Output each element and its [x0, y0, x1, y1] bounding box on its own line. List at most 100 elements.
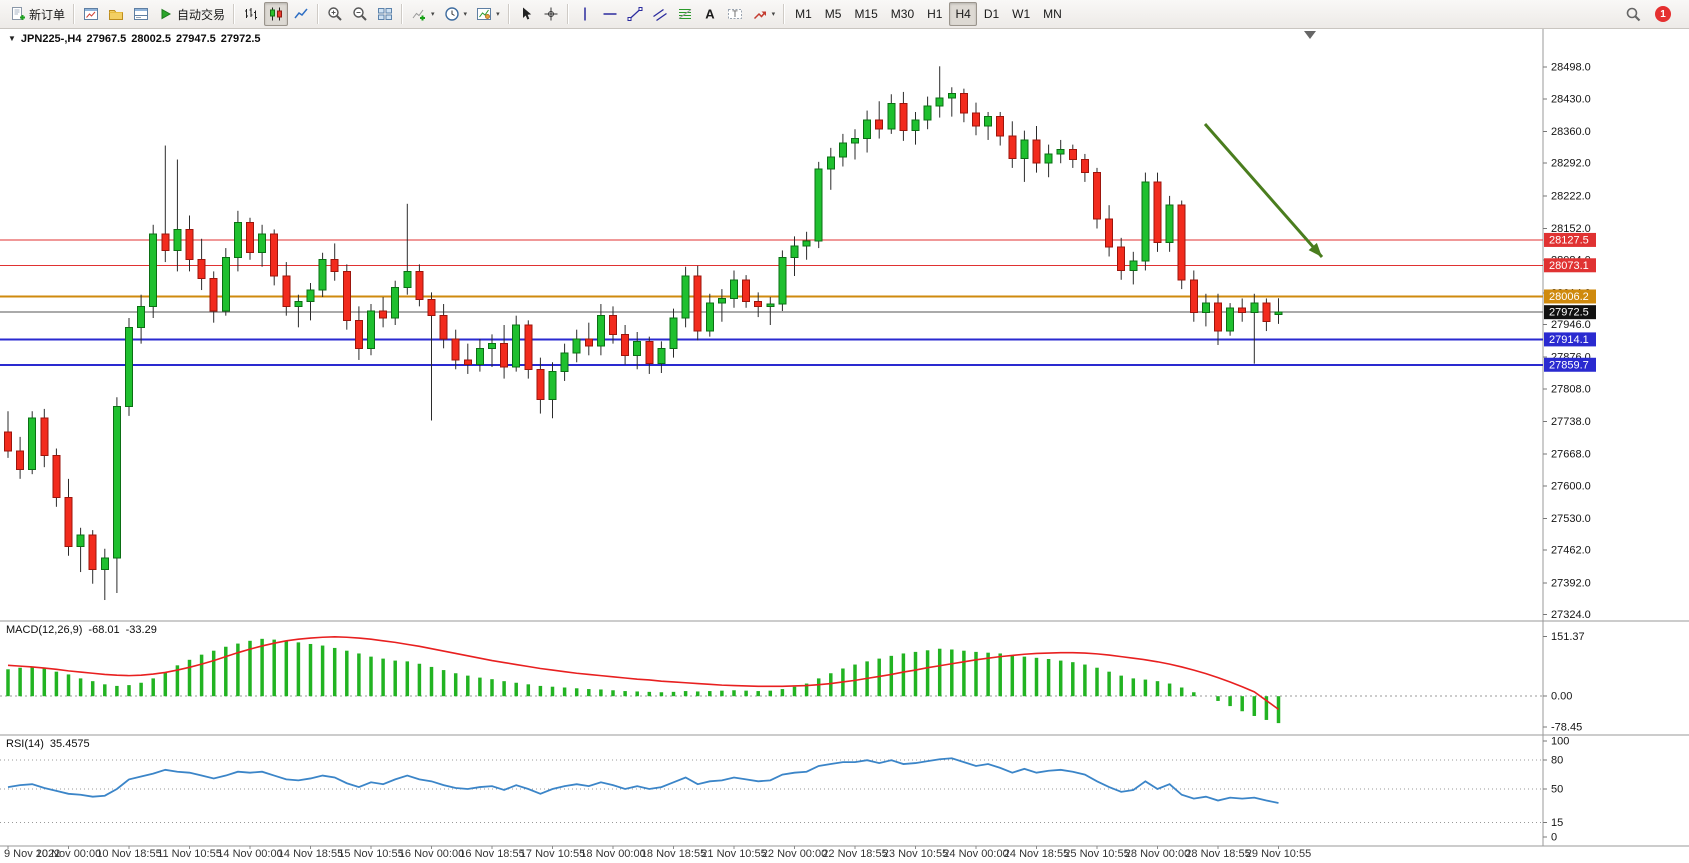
macd-name: MACD(12,26,9)	[6, 624, 83, 636]
timeframe-m30[interactable]: M30	[885, 2, 920, 26]
new-order-icon	[10, 6, 26, 22]
line-chart-button[interactable]	[289, 2, 313, 26]
zoom-in-button[interactable]	[323, 2, 347, 26]
trendline-button[interactable]	[623, 2, 647, 26]
toolbar-separator	[401, 4, 404, 24]
svg-text:18 Nov 00:00: 18 Nov 00:00	[580, 848, 645, 860]
timeframe-h1[interactable]: H1	[921, 2, 948, 26]
periods-icon	[444, 6, 460, 22]
svg-text:15: 15	[1551, 817, 1563, 829]
periods-button[interactable]: ▾	[440, 2, 472, 26]
macd-indicator-label: MACD(12,26,9) -68.01 -33.29	[6, 624, 163, 636]
new-chart-button[interactable]	[79, 2, 103, 26]
svg-text:27859.7: 27859.7	[1549, 359, 1589, 371]
autotrading-button[interactable]: 自动交易	[154, 2, 229, 26]
svg-text:28430.0: 28430.0	[1551, 93, 1591, 105]
svg-text:18 Nov 18:55: 18 Nov 18:55	[641, 848, 706, 860]
timeframe-m15[interactable]: M15	[848, 2, 883, 26]
svg-text:9 Nov 2022: 9 Nov 2022	[4, 848, 60, 860]
svg-text:151.37: 151.37	[1551, 631, 1585, 643]
channel-icon	[652, 6, 668, 22]
svg-text:27530.0: 27530.0	[1551, 513, 1591, 525]
timeframe-d1[interactable]: D1	[978, 2, 1005, 26]
panel-separators	[0, 29, 1689, 847]
timeframe-w1-label: W1	[1012, 7, 1031, 21]
chart-symbol-period: JPN225-,H4	[20, 33, 82, 45]
svg-text:17 Nov 10:55: 17 Nov 10:55	[520, 848, 585, 860]
crosshair-icon	[543, 6, 559, 22]
dropdown-arrow-icon[interactable]: ▾	[496, 11, 500, 18]
dropdown-arrow-icon[interactable]: ▾	[463, 11, 468, 18]
svg-text:27324.0: 27324.0	[1551, 609, 1591, 621]
svg-text:28127.5: 28127.5	[1549, 234, 1589, 246]
search-button[interactable]	[1621, 2, 1645, 26]
cursor-button[interactable]	[514, 2, 538, 26]
svg-text:27946.0: 27946.0	[1551, 319, 1591, 331]
new-order-button[interactable]: 新订单	[6, 2, 69, 26]
svg-text:11 Nov 10:55: 11 Nov 10:55	[157, 848, 222, 860]
profiles-button[interactable]	[104, 2, 128, 26]
svg-text:0.00: 0.00	[1551, 691, 1572, 703]
svg-text:22 Nov 00:00: 22 Nov 00:00	[762, 848, 827, 860]
horizontal-level-lines[interactable]	[0, 239, 1543, 366]
notifications-badge[interactable]: 1	[1655, 6, 1671, 22]
tile-windows-button[interactable]	[373, 2, 397, 26]
timeframe-w1[interactable]: W1	[1006, 2, 1036, 26]
timeframe-m1[interactable]: M1	[789, 2, 818, 26]
arrows-button[interactable]: ▾	[748, 2, 780, 26]
dropdown-arrow-icon[interactable]: ▾	[431, 11, 435, 18]
chart-ohlc-line: ▼ JPN225-,H4 27967.5 28002.5 27947.5 27972.5	[8, 33, 266, 45]
fibonacci-button[interactable]	[673, 2, 697, 26]
svg-text:27668.0: 27668.0	[1551, 449, 1591, 461]
timeframe-h1-label: H1	[927, 7, 943, 21]
one-click-trading-collapse-icon[interactable]: ▼	[8, 34, 16, 43]
svg-text:28498.0: 28498.0	[1551, 62, 1591, 74]
svg-text:50: 50	[1551, 784, 1563, 796]
zoom-out-button[interactable]	[348, 2, 372, 26]
text-button[interactable]: A	[698, 2, 722, 26]
indicators-button[interactable]: ▾	[407, 2, 439, 26]
label-button[interactable]: T	[723, 2, 747, 26]
svg-text:T: T	[732, 9, 738, 19]
crosshair-button[interactable]	[539, 2, 563, 26]
timeframe-h4[interactable]: H4	[949, 2, 977, 26]
rsi-panel: 100 80 50 15 0	[0, 736, 1569, 844]
vertical-line-icon	[577, 6, 593, 22]
trend-arrow-annotation[interactable]	[1203, 123, 1324, 258]
svg-text:10 Nov 18:55: 10 Nov 18:55	[96, 848, 161, 860]
toolbar-separator	[783, 4, 786, 24]
bar-chart-button[interactable]	[239, 2, 263, 26]
timeframe-d1-label: D1	[983, 7, 1000, 21]
ohlc-low: 27947.5	[176, 33, 216, 45]
line-chart-icon	[293, 6, 309, 22]
channel-button[interactable]	[648, 2, 672, 26]
terminal-button[interactable]	[129, 2, 153, 26]
svg-text:28073.1: 28073.1	[1549, 260, 1589, 272]
templates-button[interactable]: ▾	[472, 2, 504, 26]
svg-text:24 Nov 00:00: 24 Nov 00:00	[943, 848, 1008, 860]
dropdown-arrow-icon[interactable]: ▾	[771, 11, 776, 18]
autotrading-icon	[158, 6, 174, 22]
timeframe-mn[interactable]: MN	[1037, 2, 1068, 26]
timeframe-mn-label: MN	[1043, 7, 1062, 21]
rsi-indicator-label: RSI(14) 35.4575	[6, 738, 96, 750]
candlestick-button[interactable]	[264, 2, 289, 26]
cursor-icon	[518, 6, 534, 22]
svg-text:25 Nov 10:55: 25 Nov 10:55	[1064, 848, 1129, 860]
svg-text:28 Nov 00:00: 28 Nov 00:00	[1125, 848, 1190, 860]
price-scale[interactable]: 28498.0 28430.0 28360.0 28292.0 28222.0 28152…	[1543, 62, 1591, 621]
candles-layer	[4, 66, 1283, 601]
horizontal-line-button[interactable]	[598, 2, 622, 26]
vertical-line-button[interactable]	[573, 2, 597, 26]
indicators-icon	[411, 6, 427, 22]
svg-text:80: 80	[1551, 755, 1563, 767]
svg-text:27392.0: 27392.0	[1551, 577, 1591, 589]
new-chart-icon	[83, 6, 99, 22]
svg-text:14 Nov 18:55: 14 Nov 18:55	[278, 848, 343, 860]
chart-shift-marker-icon[interactable]	[1304, 31, 1316, 39]
timeframe-m5[interactable]: M5	[819, 2, 848, 26]
label-icon: T	[727, 6, 743, 22]
svg-text:21 Nov 10:55: 21 Nov 10:55	[701, 848, 766, 860]
